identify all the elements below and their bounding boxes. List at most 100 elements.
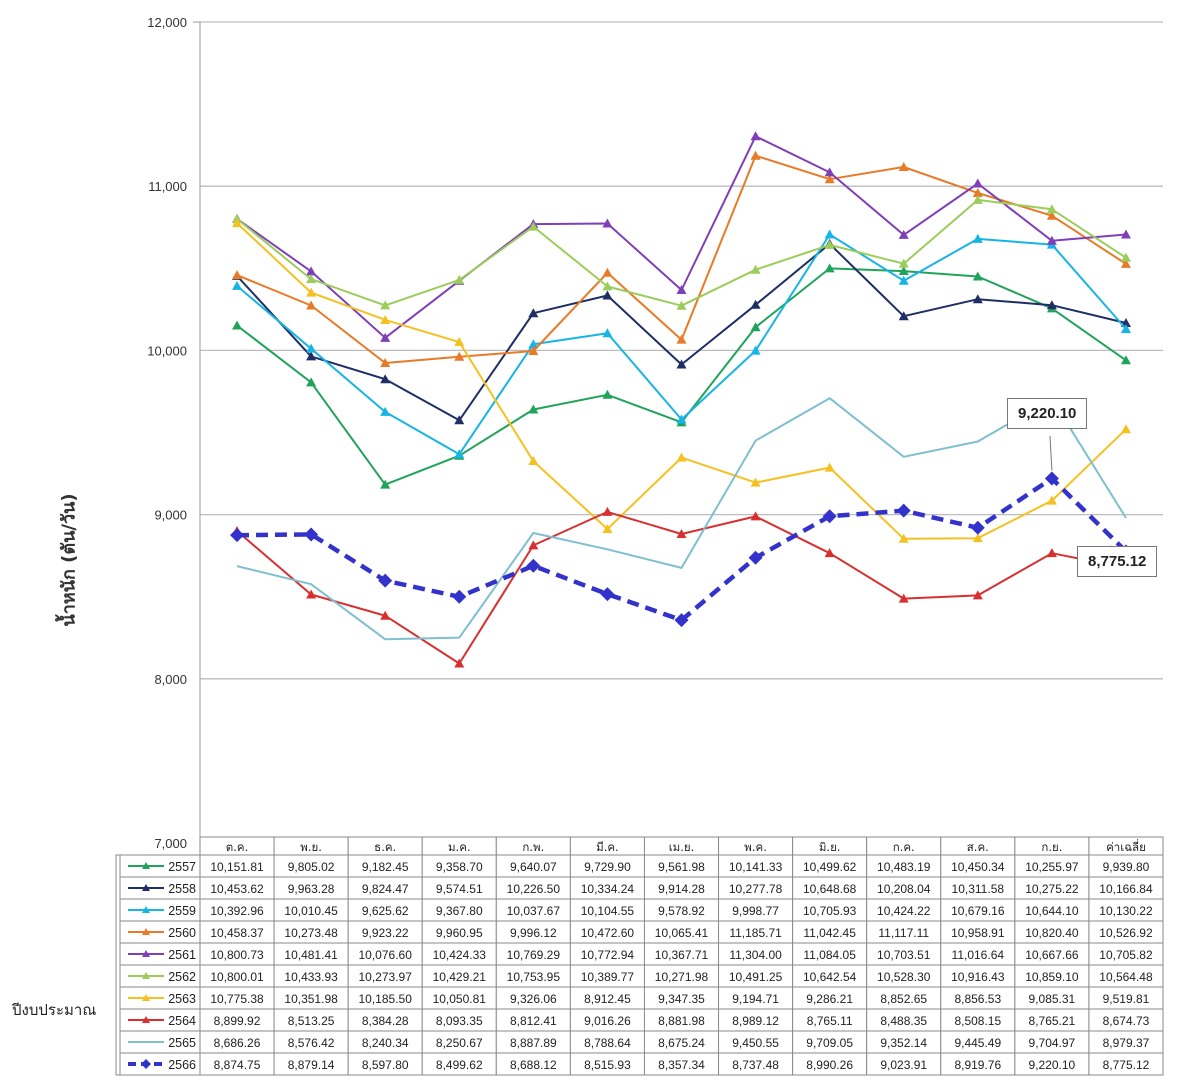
data-point-2561 [750,131,761,141]
table-cell-value: 8,576.42 [288,1036,335,1050]
x-category-label: ก.พ. [522,840,544,854]
table-cell-value: 9,194.71 [732,992,779,1006]
table-cell-value: 10,820.40 [1025,926,1079,940]
data-point-2560 [972,187,983,197]
data-point-2558 [454,415,465,425]
data-point-2561 [306,266,317,276]
data-point-2560 [1120,258,1131,268]
series-line-2558 [236,242,1127,422]
table-cell-value: 9,450.55 [732,1036,779,1050]
data-point-2557 [898,266,909,276]
data-point-2561 [602,218,613,228]
table-cell-value: 10,255.97 [1025,860,1079,874]
data-point-2562 [1120,252,1131,262]
data-point-2557 [380,479,391,489]
table-cell-value: 10,667.66 [1025,948,1079,962]
legend-label: 2566 [168,1058,196,1072]
data-point-2558 [676,359,687,369]
table-cell-value: 8,775.12 [1103,1058,1150,1072]
data-point-2558 [380,374,391,384]
table-cell-value: 11,304.00 [729,948,782,962]
data-point-2562 [1046,204,1057,214]
data-point-2561 [972,178,983,188]
gridlines [200,21,1163,680]
table-cell-value: 10,499.62 [803,860,857,874]
data-point-2563 [306,287,317,297]
table-cell-value: 8,912.45 [584,992,631,1006]
data-point-2561 [898,229,909,239]
data-point-2566 [896,503,911,518]
data-point-2560 [306,300,317,310]
table-cell-value: 9,326.06 [510,992,557,1006]
series-line-2566 [236,476,1128,623]
table-cell-value: 9,016.26 [584,1014,631,1028]
data-point-2564 [1046,548,1057,558]
data-point-2564 [454,658,465,668]
data-point-2557 [1120,355,1131,365]
table-cell-value: 9,805.02 [288,860,335,874]
legend-label: 2559 [168,904,196,918]
table-cell-value: 10,151.81 [210,860,264,874]
table-cell-value: 9,729.90 [584,860,631,874]
data-point-2564 [380,610,391,620]
data-point-2566 [526,558,541,573]
legend-label: 2560 [168,926,196,940]
table-cell-value: 8,513.25 [288,1014,335,1028]
table-cell-value: 10,367.71 [655,948,709,962]
table-cell-value: 10,010.45 [284,904,338,918]
data-point-2563 [232,218,243,228]
table-cell-value: 8,499.62 [436,1058,483,1072]
data-point-2559 [454,449,465,459]
table-cell-value: 10,772.94 [581,948,635,962]
table-bracket [115,854,122,1076]
table-cell-value: 10,705.93 [803,904,857,918]
table-cell-value: 9,996.12 [510,926,557,940]
table-cell-value: 8,688.12 [510,1058,557,1072]
table-cell-value: 8,674.73 [1103,1014,1150,1028]
data-point-2566 [674,613,689,628]
table-cell-value: 10,389.77 [581,970,635,984]
table-cell-value: 10,334.24 [581,882,635,896]
data-point-2560 [824,174,835,184]
data-point-2564 [528,540,539,550]
table-cell-value: 8,989.12 [732,1014,779,1028]
table-cell-value: 8,597.80 [362,1058,409,1072]
data-point-2557 [972,271,983,281]
table-cell-value: 9,220.10 [1029,1058,1076,1072]
series-group [230,131,1133,668]
table-cell-value: 8,675.24 [658,1036,705,1050]
data-point-2566 [230,528,245,543]
table-cell-value: 10,433.93 [284,970,338,984]
table-cell-value: 10,528.30 [877,970,931,984]
table-cell-value: 10,351.98 [284,992,338,1006]
table-cell-value: 11,185.71 [729,926,782,940]
x-category-label: มิ.ย. [819,840,841,854]
data-point-2563 [824,462,835,472]
data-point-2566 [600,587,615,602]
data-point-2557 [306,377,317,387]
table-cell-value: 10,076.60 [358,948,412,962]
data-point-2562 [454,274,465,284]
y-axis-label: น้ำหนัก (ตัน/วัน) [58,493,80,627]
x-category-label: เม.ย. [669,840,695,854]
table-cell-value: 10,472.60 [581,926,635,940]
table-cell-value: 9,640.07 [510,860,557,874]
table-cell-value: 10,642.54 [803,970,857,984]
x-category-label: ม.ค. [448,840,471,854]
table-cell-value: 9,352.14 [880,1036,927,1050]
legend-label: 2561 [168,948,196,962]
table-cell-value: 8,919.76 [954,1058,1001,1072]
table-cell-value: 10,271.98 [655,970,709,984]
table-cell-value: 8,384.28 [362,1014,409,1028]
legend-marker [142,928,150,935]
x-category-label: ต.ค. [226,840,248,854]
table-cell-value: 9,709.05 [806,1036,853,1050]
legend-label: 2562 [168,970,196,984]
table-cell-value: 10,424.22 [877,904,931,918]
table-cell-value: 9,561.98 [658,860,705,874]
table-cell-value: 8,990.26 [806,1058,853,1072]
data-point-2559 [898,275,909,285]
data-point-2562 [898,258,909,268]
data-point-2560 [380,358,391,368]
